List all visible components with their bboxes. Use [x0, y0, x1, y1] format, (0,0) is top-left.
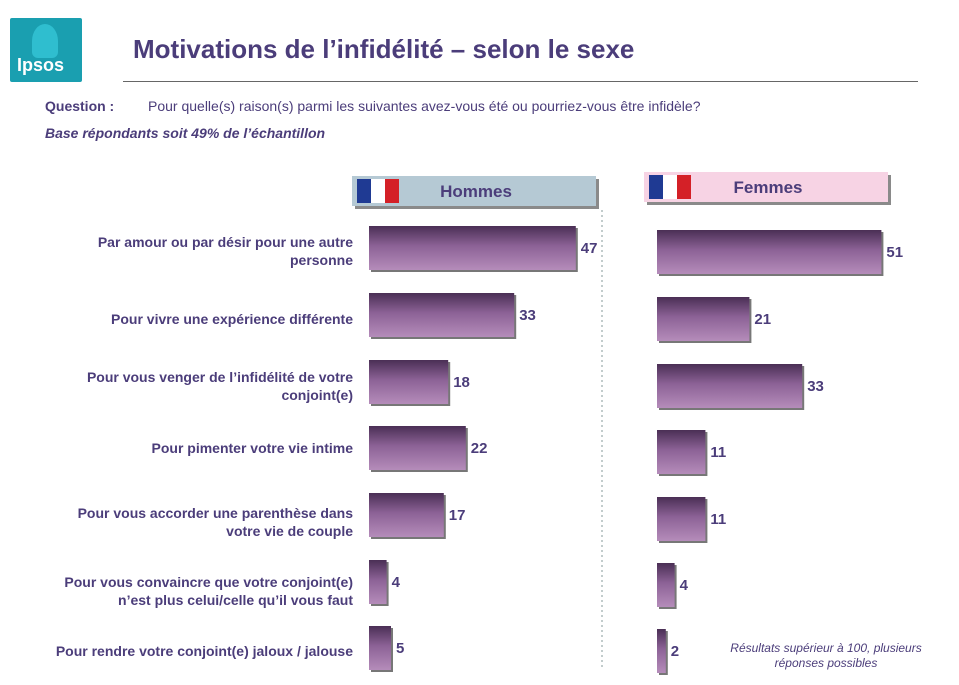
value-label-femmes-4: 11	[710, 444, 726, 461]
bar-femmes-1	[657, 230, 882, 274]
bar-hommes-7	[369, 626, 391, 670]
flag-red-femmes	[677, 175, 691, 199]
flag-white-femmes	[663, 175, 677, 199]
value-label-femmes-2: 21	[754, 311, 771, 328]
value-label-femmes-5: 11	[710, 511, 726, 528]
category-label-2: Pour vivre une expérience différente	[111, 311, 353, 327]
bar-hommes-5	[369, 493, 444, 537]
category-label-4: Pour pimenter votre vie intime	[152, 440, 354, 456]
category-label-7: Pour rendre votre conjoint(e) jaloux / j…	[56, 643, 353, 659]
question-label: Question :	[45, 98, 115, 114]
value-label-hommes-6: 4	[392, 574, 401, 591]
flag-white-hommes	[371, 179, 385, 203]
value-label-hommes-7: 5	[396, 640, 404, 657]
category-label-1: Par amour ou par désir pour une autre	[98, 234, 353, 250]
value-label-hommes-3: 18	[453, 374, 470, 391]
footnote: Résultats supérieur à 100, plusieurs rép…	[730, 641, 922, 670]
logo-shape	[32, 24, 58, 58]
bar-hommes-4	[369, 426, 466, 470]
page-title: Motivations de l’infidélité – selon le s…	[133, 34, 635, 64]
value-label-femmes-1: 51	[886, 244, 903, 261]
bar-hommes-3	[369, 360, 449, 404]
question-text: Pour quelle(s) raison(s) parmi les suiva…	[148, 98, 701, 114]
series-name-hommes: Hommes	[440, 182, 512, 201]
base-note: Base répondants soit 49% de l’échantillo…	[45, 125, 326, 141]
bar-femmes-7	[657, 629, 666, 673]
bar-femmes-5	[657, 497, 706, 541]
category-label-3: conjoint(e)	[281, 387, 353, 403]
bar-femmes-6	[657, 563, 675, 607]
category-label-6: Pour vous convaincre que votre conjoint(…	[64, 574, 353, 590]
value-label-hommes-5: 17	[449, 507, 466, 524]
bar-femmes-3	[657, 364, 803, 408]
logo-text: Ipsos	[17, 55, 65, 75]
bar-hommes-6	[369, 560, 387, 604]
flag-blue-femmes	[649, 175, 663, 199]
flag-blue-hommes	[357, 179, 371, 203]
category-label-3: Pour vous venger de l’infidélité de votr…	[87, 369, 353, 385]
category-label-6: n’est plus celui/celle qu’il vous faut	[118, 592, 353, 608]
series-name-femmes: Femmes	[734, 178, 803, 197]
category-label-5: Pour vous accorder une parenthèse dans	[78, 505, 354, 521]
value-label-femmes-7: 2	[671, 643, 679, 660]
bar-hommes-2	[369, 293, 515, 337]
flag-red-hommes	[385, 179, 399, 203]
value-label-femmes-6: 4	[680, 577, 689, 594]
title-divider	[123, 81, 918, 82]
ipsos-logo: Ipsos	[10, 18, 82, 82]
category-label-5: votre vie de couple	[226, 523, 353, 539]
category-label-1: personne	[290, 252, 353, 268]
bar-hommes-1	[369, 226, 576, 270]
bar-femmes-4	[657, 430, 706, 474]
value-label-femmes-3: 33	[807, 378, 824, 395]
value-label-hommes-1: 47	[581, 240, 598, 257]
value-label-hommes-2: 33	[519, 307, 536, 324]
value-label-hommes-4: 22	[471, 440, 488, 457]
bar-femmes-2	[657, 297, 750, 341]
